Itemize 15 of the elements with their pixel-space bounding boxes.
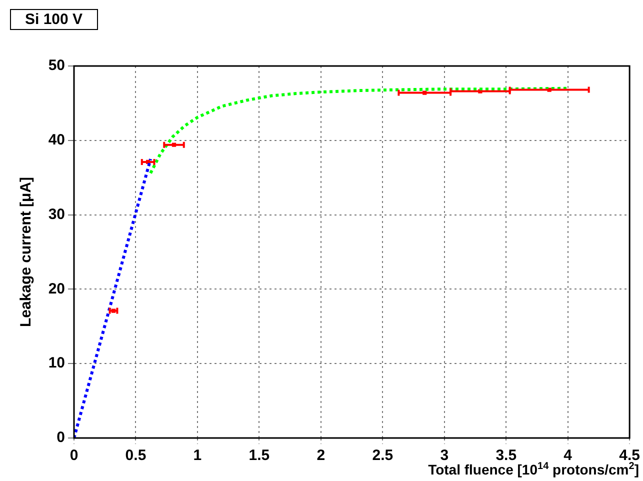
x-tick-label: 0.5 bbox=[125, 447, 146, 464]
y-tick-label: 20 bbox=[48, 280, 65, 298]
line-series bbox=[149, 86, 570, 175]
y-tick-label: 40 bbox=[48, 132, 65, 149]
x-tick-label: 0 bbox=[70, 447, 78, 464]
y-tick-label: 10 bbox=[48, 354, 65, 372]
x-tick-label: 1 bbox=[193, 447, 202, 464]
y-tick-label: 0 bbox=[56, 429, 65, 446]
y-tick-label: 50 bbox=[48, 57, 65, 74]
chart-title: Si 100 V bbox=[10, 9, 98, 30]
x-tick-label: 2 bbox=[316, 447, 326, 464]
x-tick-label: 1.5 bbox=[248, 447, 270, 464]
y-tick-label: 30 bbox=[48, 206, 65, 223]
x-tick-label: 2.5 bbox=[372, 447, 394, 464]
y-axis-title: Leakage current [μA] bbox=[18, 176, 34, 328]
